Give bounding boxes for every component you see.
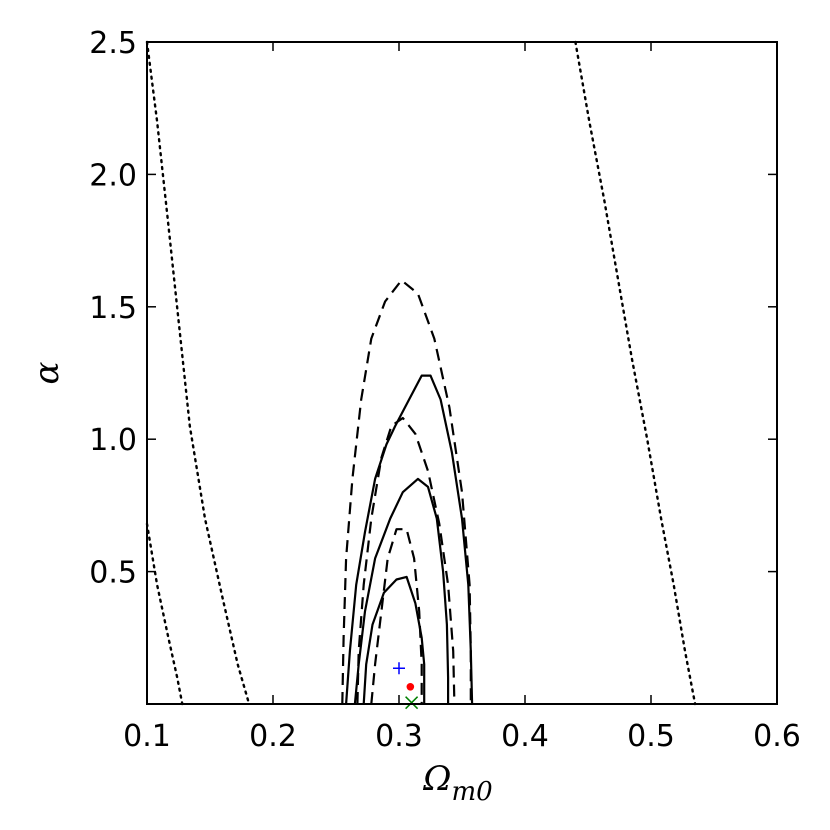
contour-dotted-7 <box>145 522 184 706</box>
x-axis-label-subscript: m0 <box>452 777 493 807</box>
contour-solid-2 <box>345 374 474 705</box>
x-marker <box>405 696 419 710</box>
plot-frame <box>146 41 778 705</box>
x-tick-label: 0.2 <box>249 719 297 754</box>
x-tick-label: 0.6 <box>753 719 801 754</box>
contour-dotted-8 <box>574 40 697 706</box>
y-tick-label: 0.5 <box>89 556 137 591</box>
plus-marker <box>393 662 405 675</box>
contour-dotted-6 <box>145 40 251 706</box>
x-tick-label: 0.5 <box>627 719 675 754</box>
x-tick-label: 0.1 <box>123 719 171 754</box>
contour-dashed-5 <box>341 279 472 705</box>
contour-solid-0 <box>362 575 426 705</box>
x-tick-label: 0.4 <box>501 719 549 754</box>
best-fit-markers <box>393 662 419 710</box>
contour-dashed-3 <box>370 528 423 705</box>
contour-lines <box>145 40 697 706</box>
dot-marker <box>406 682 415 691</box>
contour-solid-1 <box>353 477 450 705</box>
contour-dashed-4 <box>356 416 456 705</box>
y-tick-label: 1.5 <box>89 291 137 326</box>
x-axis-label: Ωm0 <box>422 759 492 807</box>
y-tick-label: 2.5 <box>89 26 137 61</box>
x-tick-label: 0.3 <box>375 719 423 754</box>
y-axis-label: α <box>27 361 67 384</box>
x-axis-label-main: Ω <box>422 759 451 799</box>
y-tick-label: 1.0 <box>89 423 137 458</box>
axis-ticks: 0.1 0.2 0.3 0.4 0.5 0.6 0.5 1.0 1.5 2.0 2.5 <box>89 26 801 754</box>
y-tick-label: 2.0 <box>89 158 137 193</box>
